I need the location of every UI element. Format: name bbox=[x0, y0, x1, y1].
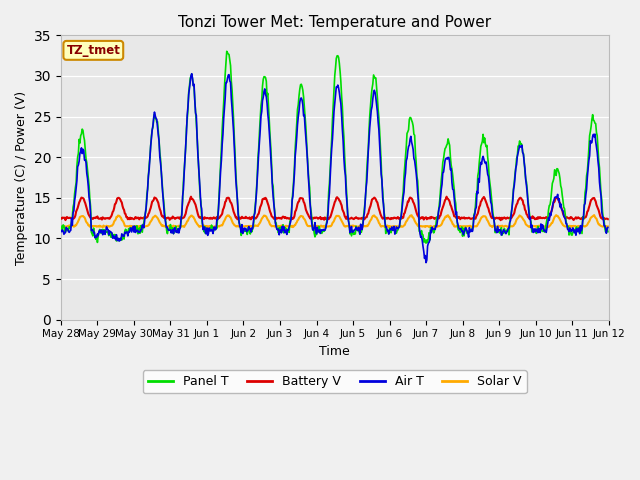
Line: Battery V: Battery V bbox=[61, 197, 608, 220]
Battery V bbox=[402, 207, 410, 213]
Air T bbox=[418, 233, 426, 239]
Panel T bbox=[67, 224, 75, 230]
Battery V bbox=[179, 215, 186, 221]
Panel T bbox=[208, 222, 216, 228]
X-axis label: Time: Time bbox=[319, 345, 350, 358]
Air T bbox=[67, 228, 75, 233]
Solar V bbox=[590, 212, 598, 218]
Air T bbox=[188, 71, 196, 77]
Battery V bbox=[418, 215, 426, 220]
Battery V bbox=[209, 216, 216, 222]
Line: Air T: Air T bbox=[61, 74, 608, 263]
Panel T bbox=[124, 230, 131, 236]
Battery V bbox=[67, 215, 75, 221]
Panel T bbox=[179, 198, 186, 204]
Air T bbox=[124, 229, 131, 235]
Panel T bbox=[57, 223, 65, 229]
Solar V bbox=[57, 224, 65, 229]
Air T bbox=[422, 260, 430, 265]
Air T bbox=[402, 170, 410, 176]
Battery V bbox=[124, 214, 131, 220]
Solar V bbox=[209, 225, 217, 230]
Battery V bbox=[187, 194, 195, 200]
Solar V bbox=[604, 224, 612, 229]
Solar V bbox=[418, 223, 426, 229]
Line: Solar V: Solar V bbox=[61, 215, 608, 228]
Air T bbox=[57, 228, 65, 234]
Y-axis label: Temperature (C) / Power (V): Temperature (C) / Power (V) bbox=[15, 91, 28, 264]
Air T bbox=[179, 193, 186, 199]
Panel T bbox=[604, 229, 612, 235]
Solar V bbox=[208, 223, 216, 229]
Solar V bbox=[124, 223, 131, 229]
Solar V bbox=[67, 224, 75, 229]
Panel T bbox=[418, 228, 426, 233]
Solar V bbox=[402, 220, 410, 226]
Text: TZ_tmet: TZ_tmet bbox=[67, 44, 120, 57]
Panel T bbox=[223, 48, 230, 54]
Panel T bbox=[422, 240, 430, 246]
Panel T bbox=[402, 154, 410, 159]
Title: Tonzi Tower Met: Temperature and Power: Tonzi Tower Met: Temperature and Power bbox=[178, 15, 492, 30]
Battery V bbox=[57, 215, 65, 221]
Legend: Panel T, Battery V, Air T, Solar V: Panel T, Battery V, Air T, Solar V bbox=[143, 370, 527, 393]
Air T bbox=[604, 225, 612, 230]
Line: Panel T: Panel T bbox=[61, 51, 608, 243]
Battery V bbox=[497, 217, 504, 223]
Air T bbox=[209, 228, 216, 234]
Battery V bbox=[604, 216, 612, 222]
Solar V bbox=[179, 223, 186, 229]
